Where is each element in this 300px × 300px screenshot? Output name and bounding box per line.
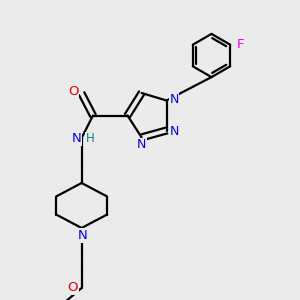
Text: F: F [237,38,244,51]
Text: H: H [85,132,94,145]
Text: O: O [68,281,78,294]
Text: N: N [169,124,179,138]
Text: N: N [137,138,146,152]
Text: N: N [71,132,81,145]
Text: N: N [77,229,87,242]
Text: N: N [169,93,179,106]
Text: O: O [68,85,79,98]
